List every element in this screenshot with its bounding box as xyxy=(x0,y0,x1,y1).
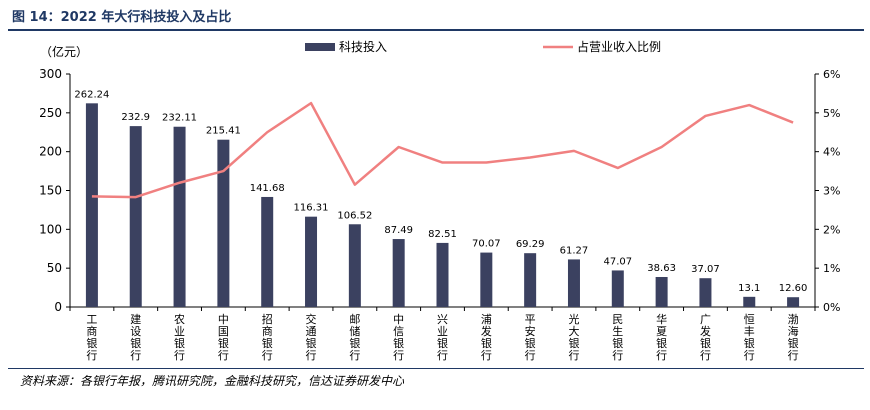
bar xyxy=(567,259,580,307)
bars xyxy=(85,103,800,307)
bar xyxy=(129,126,142,307)
y-right-tick-label: 1% xyxy=(823,262,840,275)
y-right-tick-label: 6% xyxy=(823,68,840,81)
bar xyxy=(611,270,624,307)
bar-value-label: 141.68 xyxy=(250,183,285,194)
bar xyxy=(655,276,668,307)
figure-title: 图 14：2022 年大行科技投入及占比 xyxy=(12,10,232,25)
category-label: 交通银行 xyxy=(306,312,317,362)
bar-value-label: 12.60 xyxy=(779,283,808,294)
category-label: 华夏银行 xyxy=(656,312,667,362)
bar xyxy=(392,239,405,307)
bar xyxy=(348,224,361,307)
category-label: 兴业银行 xyxy=(437,313,448,362)
y-left-tick-label: 100 xyxy=(39,222,62,236)
category-label: 招商银行 xyxy=(262,312,273,362)
bar-value-label: 82.51 xyxy=(428,229,457,240)
y-right-tick-label: 2% xyxy=(823,223,840,236)
bar xyxy=(305,216,318,307)
bar xyxy=(743,296,756,307)
category-label: 渤海银行 xyxy=(788,313,799,362)
category-label: 邮储银行 xyxy=(349,313,360,362)
top-rule xyxy=(8,29,864,31)
bar-value-label: 87.49 xyxy=(384,225,413,236)
ratio-line xyxy=(91,101,794,199)
category-label: 浦发银行 xyxy=(481,313,492,362)
bar-value-labels: 262.24 232.9 232.11 215.41 141.68 116.31 106.5… xyxy=(74,89,807,294)
y-right-tick-label: 3% xyxy=(823,185,840,198)
y-left-tick-label: 300 xyxy=(39,67,62,81)
bar-value-label: 116.31 xyxy=(294,203,329,214)
bar-value-label: 61.27 xyxy=(560,245,589,256)
legend-bar-label: 科技投入 xyxy=(339,39,387,54)
legend: 科技投入 占营业收入比例 xyxy=(305,39,661,54)
bar xyxy=(787,297,800,307)
bar xyxy=(85,103,98,307)
category-label: 工商银行 xyxy=(86,313,97,362)
bar-value-label: 69.29 xyxy=(516,239,545,250)
bar-value-label: 232.11 xyxy=(162,113,197,124)
y-left-tick-label: 150 xyxy=(39,184,62,198)
bar xyxy=(480,252,493,307)
bar xyxy=(436,242,449,307)
bar-value-label: 262.24 xyxy=(74,89,109,100)
y-left-tick-label: 0 xyxy=(54,300,62,314)
category-label: 中信银行 xyxy=(393,313,404,362)
legend-line-label: 占营业收入比例 xyxy=(577,39,661,54)
category-label: 广发银行 xyxy=(700,313,711,362)
category-labels: 工商银行 建设银行 农业银行 中国银行 招商银行 交通银行 邮储银行 中信银行 兴业银行 浦发银行… xyxy=(86,312,798,362)
bar xyxy=(524,253,537,307)
bar-value-label: 215.41 xyxy=(206,126,241,137)
category-label: 恒丰银行 xyxy=(744,313,755,362)
bottom-rule xyxy=(8,368,864,369)
bar xyxy=(699,278,712,307)
bar-value-label: 37.07 xyxy=(691,264,720,275)
bar-value-label: 38.63 xyxy=(647,263,676,274)
y-left-tick-label: 250 xyxy=(39,106,62,120)
bar-value-label: 70.07 xyxy=(472,239,501,250)
y-left-tick-label: 50 xyxy=(47,261,62,275)
y-right-tick-label: 5% xyxy=(823,107,840,120)
y-right-tick-label: 4% xyxy=(823,146,840,159)
category-label: 民生银行 xyxy=(612,313,623,362)
bar-value-label: 47.07 xyxy=(603,256,632,267)
bar xyxy=(217,139,230,307)
bar-value-label: 106.52 xyxy=(337,210,372,221)
category-label: 农业银行 xyxy=(174,312,185,362)
y-right-tick-label: 0% xyxy=(823,301,840,314)
y-left-tick-label: 200 xyxy=(39,145,62,159)
category-label: 中国银行 xyxy=(218,313,229,362)
category-label: 光大银行 xyxy=(568,312,579,362)
legend-bar-swatch xyxy=(305,43,335,51)
ratio-line-series xyxy=(91,101,794,199)
bar xyxy=(261,196,274,307)
bar-value-label: 232.9 xyxy=(121,112,150,123)
y-left-unit-label: （亿元） xyxy=(40,44,88,59)
bar-value-label: 13.1 xyxy=(738,283,760,294)
source-note: 资料来源：各银行年报，腾讯研究院，金融科技研究，信达证券研发中心 xyxy=(20,374,405,388)
category-label: 平安银行 xyxy=(525,313,536,362)
category-label: 建设银行 xyxy=(130,312,141,362)
bar xyxy=(173,126,186,307)
